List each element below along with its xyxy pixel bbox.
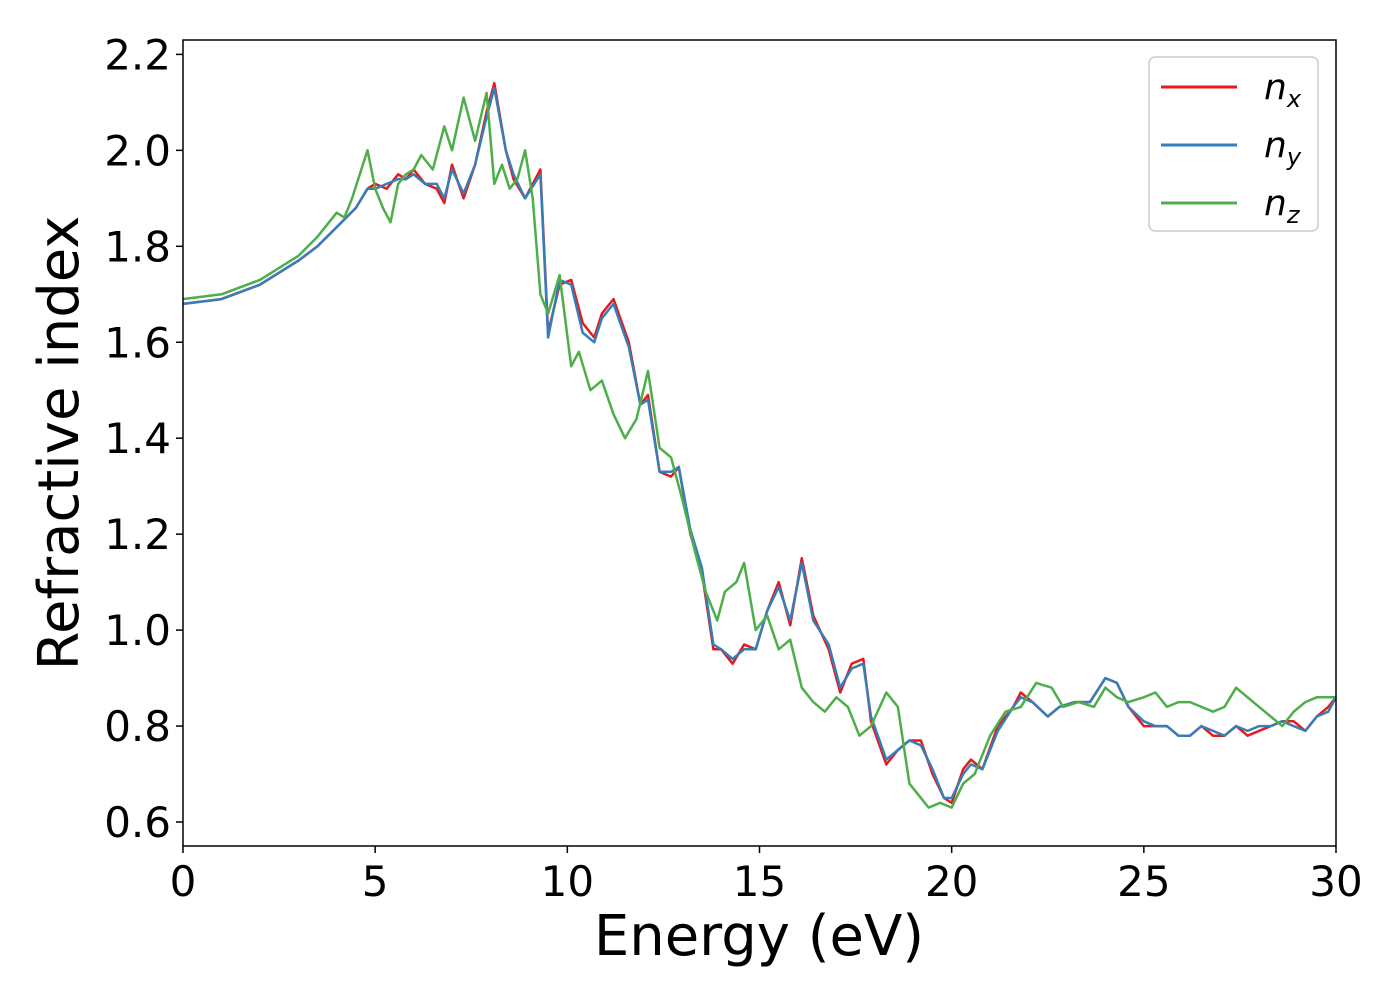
x-tick-label: 30 — [1309, 857, 1362, 906]
legend-label-z: nz — [1264, 183, 1301, 229]
x-axis: 0 5 10 15 20 25 30 — [170, 846, 1363, 906]
x-tick-label: 20 — [925, 857, 978, 906]
series-line-y — [182, 86, 1338, 800]
y-tick-label: 1.4 — [104, 414, 171, 463]
x-tick-label: 25 — [1117, 857, 1170, 906]
x-tick-label: 5 — [362, 857, 389, 906]
series-line-z — [182, 91, 1336, 809]
x-tick-label: 15 — [733, 857, 786, 906]
y-tick-label: 1.8 — [104, 222, 171, 271]
y-tick-label: 2.2 — [104, 30, 171, 79]
y-tick-label: 0.8 — [104, 702, 171, 751]
y-tick-label: 1.2 — [104, 510, 171, 559]
y-tick-label: 0.6 — [104, 798, 171, 847]
y-axis: 0.6 0.8 1.0 1.2 1.4 1.6 1.8 2.0 2.2 — [104, 30, 183, 847]
legend-label-y: ny — [1264, 125, 1302, 171]
x-tick-label: 10 — [541, 857, 594, 906]
y-tick-label: 1.6 — [104, 318, 171, 367]
x-axis-label: Energy (eV) — [594, 904, 924, 969]
y-tick-label: 2.0 — [104, 126, 171, 175]
legend: nx ny nz — [1148, 56, 1319, 232]
series-layer — [182, 81, 1338, 809]
x-tick-label: 0 — [170, 857, 197, 906]
y-axis-label: Refractive index — [27, 216, 92, 671]
y-tick-label: 1.0 — [104, 606, 171, 655]
legend-label-x: nx — [1264, 67, 1302, 113]
